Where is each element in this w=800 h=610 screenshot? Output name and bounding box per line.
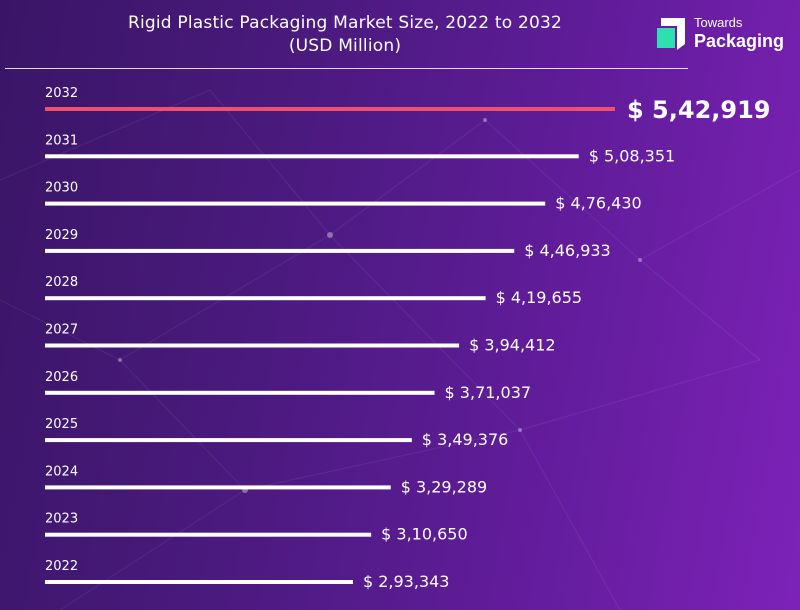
year-label: 2025 <box>45 417 78 432</box>
bar-2027 <box>45 343 460 348</box>
chart-title: Rigid Plastic Packaging Market Size, 202… <box>0 12 690 58</box>
year-label: 2023 <box>45 512 78 527</box>
value-label: $ 3,94,412 <box>469 336 556 355</box>
year-label: 2031 <box>45 133 78 148</box>
value-label: $ 4,19,655 <box>496 288 583 307</box>
logo-mark-teal-part <box>657 28 675 48</box>
value-label-highlight: $ 5,42,919 <box>627 96 770 124</box>
value-label: $ 3,10,650 <box>381 525 468 544</box>
chart-title-line1: Rigid Plastic Packaging Market Size, 202… <box>127 13 563 33</box>
year-label: 2022 <box>45 559 78 574</box>
value-label: $ 3,29,289 <box>401 477 488 496</box>
brand-logo: Towards Packaging <box>655 14 795 54</box>
year-label: 2027 <box>45 323 78 338</box>
value-label: $ 2,93,343 <box>363 572 450 591</box>
bar-2022 <box>45 580 353 584</box>
value-label: $ 4,46,933 <box>524 241 611 260</box>
logo-text: Towards Packaging <box>694 14 784 50</box>
value-label: $ 3,49,376 <box>422 430 509 449</box>
year-label: 2032 <box>45 86 78 101</box>
bar-2026 <box>45 390 435 395</box>
bar-2024 <box>45 485 391 490</box>
year-label: 2026 <box>45 370 78 385</box>
logo-mark-icon <box>657 18 685 50</box>
year-label: 2024 <box>45 464 78 479</box>
bar-2032 <box>45 107 615 111</box>
value-label: $ 5,08,351 <box>589 146 676 165</box>
bar-2030 <box>45 201 546 206</box>
year-label: 2028 <box>45 275 78 290</box>
year-label: 2029 <box>45 228 78 243</box>
chart-title-line2: (USD Million) <box>288 36 402 56</box>
bar-2029 <box>45 248 515 253</box>
title-divider <box>5 68 688 69</box>
logo-mark-white-part <box>661 18 685 50</box>
year-label: 2030 <box>45 181 78 196</box>
logo-text-bottom: Packaging <box>694 31 785 51</box>
value-label: $ 3,71,037 <box>445 383 532 402</box>
bar-2025 <box>45 438 412 443</box>
bar-2023 <box>45 532 372 537</box>
bar-2028 <box>45 296 486 301</box>
value-label: $ 4,76,430 <box>555 194 642 213</box>
bar-2031 <box>45 154 579 159</box>
logo-text-top: Towards <box>694 15 743 30</box>
